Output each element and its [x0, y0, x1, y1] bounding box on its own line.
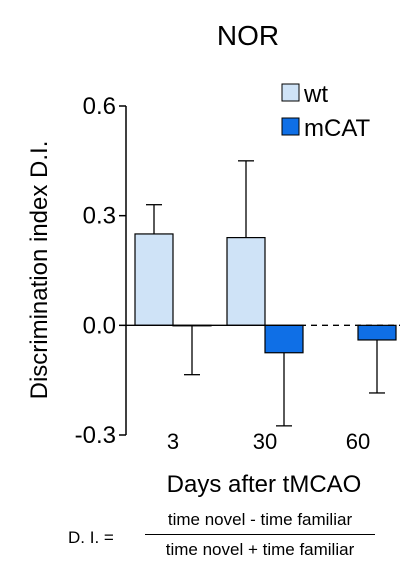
bar-wt [134, 233, 174, 326]
chart-title: NOR [217, 20, 279, 51]
formula-denominator: time novel + time familiar [165, 540, 355, 559]
x-tick-label: 60 [346, 429, 370, 454]
bar-mcat [264, 324, 304, 354]
legend: wt mCAT [281, 81, 371, 142]
legend-swatch-mcat [281, 117, 300, 136]
bar-wt [226, 237, 266, 326]
formula-fraction: time novel - time familiar time novel + … [145, 510, 375, 560]
y-tick-label: 0.0 [83, 312, 116, 339]
y-tick-label: 0.3 [83, 203, 116, 230]
y-axis-label: Discrimination index D.I. [26, 141, 53, 400]
x-tick-label: 3 [167, 429, 179, 454]
formula: D. I. = time novel - time familiar time … [0, 510, 408, 570]
x-axis-label: Days after tMCAO [167, 471, 362, 498]
y-tick-label: 0.6 [83, 93, 116, 120]
legend-label-mcat: mCAT [304, 115, 371, 142]
bar-mcat [357, 324, 397, 341]
legend-swatch-wt [281, 83, 300, 102]
formula-numerator: time novel - time familiar [145, 510, 375, 535]
formula-lhs: D. I. = [68, 528, 114, 547]
legend-label-wt: wt [303, 81, 328, 108]
x-tick-label: 30 [253, 429, 277, 454]
y-tick-label: -0.3 [75, 422, 116, 449]
